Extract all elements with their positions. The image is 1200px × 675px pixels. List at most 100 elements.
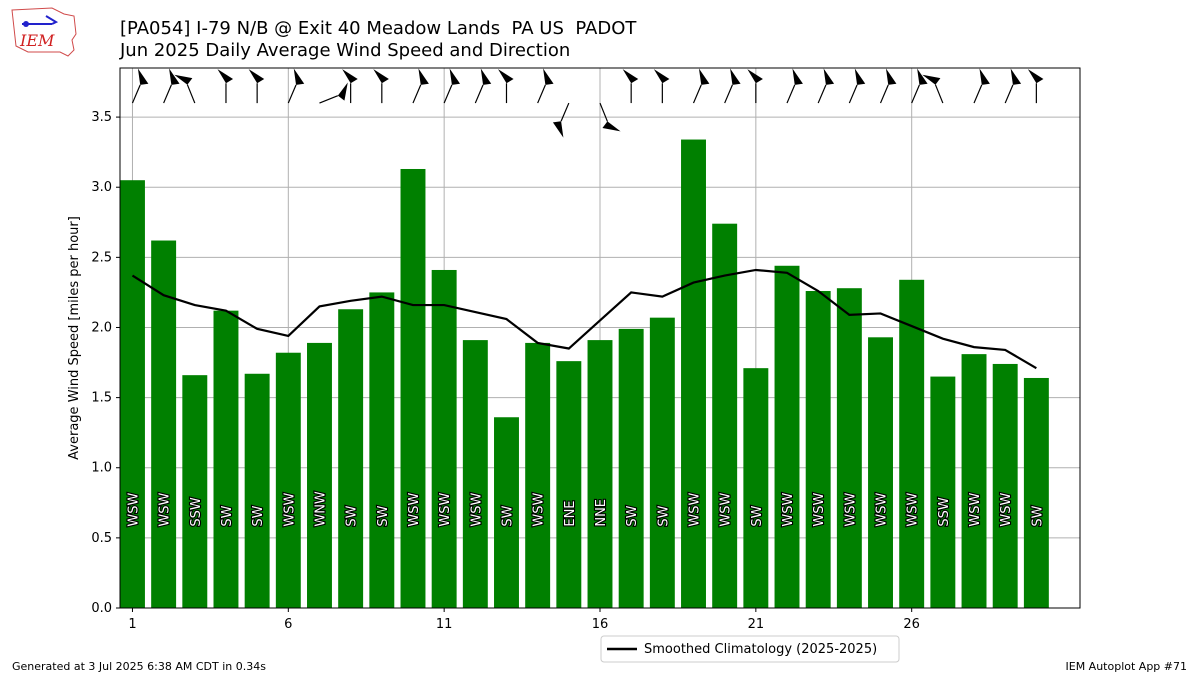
wind-barb-shaft [599,102,608,122]
bar-day-3 [182,375,208,608]
y-tick-label: 3.0 [91,180,112,195]
wind-barb-flag [498,69,514,84]
legend-label: Smoothed Climatology (2025-2025) [644,642,877,657]
x-tick-label: 6 [284,617,292,632]
wind-barb-shaft [911,84,920,104]
wind-barb-flag [418,68,429,85]
wind-barb [319,82,348,104]
wind-barb [498,69,514,104]
wind-barb-flag [747,69,763,84]
direction-label: WSW [532,493,547,527]
wind-barb [373,69,389,104]
direction-label: WSW [282,493,297,527]
wind-barb-flag [653,69,670,84]
direction-label: WSW [906,493,921,527]
wind-barb-flag [480,68,492,85]
wind-barb-shaft [163,84,172,104]
bar-day-22 [774,265,800,608]
x-tick-label: 16 [592,617,609,632]
bar-day-27 [930,376,956,608]
axes-layer: 0.00.51.01.52.02.53.03.51 6 11 16 21 26 [91,110,920,632]
direction-label: SW [251,505,266,526]
wind-barb [653,69,670,104]
wind-barb-flag [137,68,149,85]
wind-barb-flag [174,74,193,85]
wind-barb [747,69,763,104]
wind-barb-shaft [225,83,227,104]
wind-barb-flag [698,68,710,85]
direction-label: WNW [313,491,328,527]
climatology-line [131,268,1037,370]
wind-barb-shaft [934,84,944,104]
wind-barb-shaft [724,84,733,104]
wind-barb [973,68,990,104]
y-axis-label: Average Wind Speed [miles per hour] [67,216,82,460]
direction-label: SW [220,505,235,526]
wind-barb-flag [730,68,741,85]
wind-barb [474,68,492,104]
wind-barb-flag [917,68,928,85]
bar-day-24 [836,288,862,608]
wind-barb [911,68,928,104]
legend-box [600,635,900,663]
bar-day-13 [494,417,519,608]
wind-barb-shaft [186,84,196,104]
bar-day-6 [275,352,301,608]
direction-label: SW [1030,505,1045,526]
bar-day-1 [120,180,145,608]
wind-barb-shaft [131,84,141,104]
direction-label: ENE [563,500,578,526]
bar-day-20 [712,223,738,609]
wind-barb [248,69,265,104]
direction-label: WSW [407,493,422,527]
y-tick-label: 0.0 [91,601,112,616]
wind-barb [163,68,180,104]
bar-day-23 [805,291,831,608]
climatology-line-layer [131,268,1037,370]
bar-day-29 [992,363,1018,608]
wind-barb-flag [1027,69,1044,84]
wind-barb [622,69,639,104]
wind-barb-shaft [661,83,663,104]
direction-label: SW [345,505,360,526]
direction-label: WSW [719,493,734,527]
x-tick-label: 26 [903,617,920,632]
y-tick-label: 1.0 [91,461,112,476]
direction-label: WSW [781,493,796,527]
direction-label: WSW [875,493,890,527]
generated-note: Generated at 3 Jul 2025 6:38 AM CDT in 0… [12,660,266,673]
bar-day-14 [525,342,551,608]
x-tick-label: 11 [436,617,453,632]
chart-title: [PA054] I-79 N/B @ Exit 40 Meadow Lands … [120,18,636,62]
bar-day-10 [400,168,426,609]
wind-barb-flag [169,68,180,85]
direction-label: SSW [937,497,952,527]
wind-barb-shaft [350,83,352,104]
bar-day-17 [618,328,644,608]
wind-barb-shaft [287,84,297,104]
wind-barb-shaft [848,84,858,104]
y-tick-label: 3.5 [91,110,112,125]
direction-label: WSW [126,493,141,527]
wind-barb-shaft [1004,84,1014,104]
wind-barb-flag [217,69,234,84]
bar-day-15 [556,361,582,608]
wind-barb-flag [543,68,554,85]
wind-barb-flag [922,74,941,85]
direction-label: WSW [469,493,484,527]
wind-barb [443,68,461,104]
direction-label: WSW [843,493,858,527]
direction-label: WSW [812,493,827,527]
wind-barb-shaft [630,83,632,104]
y-tick-label: 2.5 [91,250,112,265]
wind-barb [848,68,866,104]
wind-barb-shaft [537,84,546,104]
direction-label: SW [376,505,391,526]
wind-barb-flag [792,68,803,85]
wind-barb-flag [342,69,358,84]
wind-barb-flag [602,121,621,132]
wind-barb-flag [552,121,564,138]
wind-barb [817,68,835,104]
wind-barb-flag [979,68,990,85]
wind-barb-flag [622,69,639,84]
